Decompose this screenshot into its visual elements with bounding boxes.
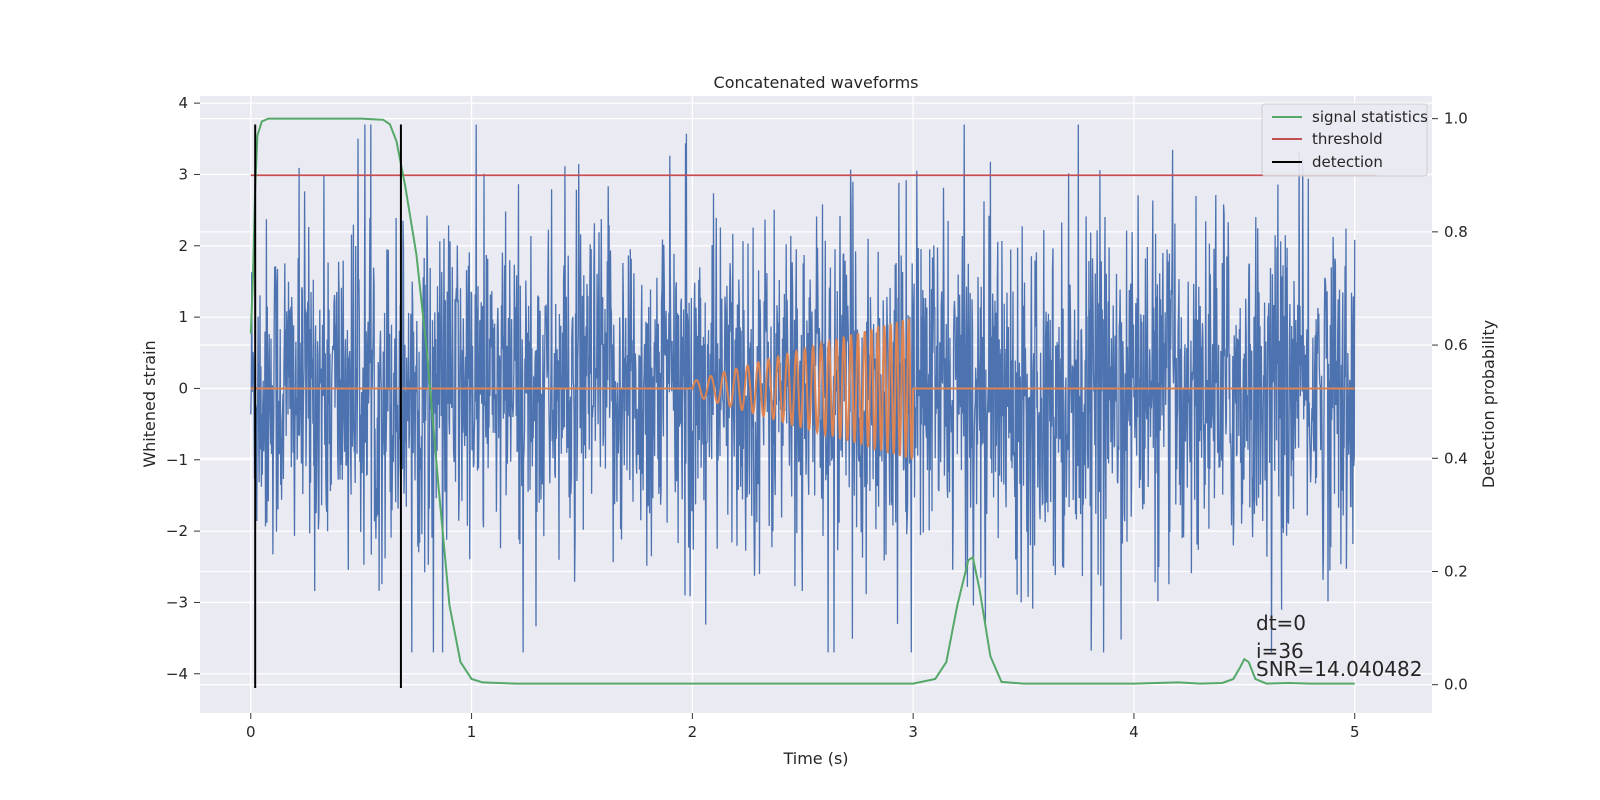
y-tick-label: 3 (178, 165, 188, 183)
y-right-tick-label: 1.0 (1444, 110, 1468, 128)
y-tick-label: 4 (178, 94, 188, 112)
y-tick-label: −1 (166, 451, 188, 469)
annotation-index: i=36 (1256, 639, 1304, 663)
y-tick-label: −2 (166, 522, 188, 540)
x-tick-label: 0 (246, 723, 256, 741)
x-tick-label: 2 (688, 723, 698, 741)
template-series (250, 318, 1355, 460)
y-tick-label: −3 (166, 593, 188, 611)
legend-box (1261, 103, 1428, 177)
legend: signal statistics threshold detection (1261, 103, 1428, 177)
y-right-tick-label: 0.2 (1444, 562, 1468, 580)
legend-label-threshold: threshold (1312, 130, 1383, 148)
tick-labels: 0 1 2 3 4 5 −4 −3 −2 −1 0 1 2 3 4 0.0 0.2 0.4 0.6 0.8 1.0 (166, 94, 1468, 741)
data-layer (249, 117, 1377, 689)
y-tick-label: 2 (178, 237, 188, 255)
y-tick-label: 1 (178, 308, 188, 326)
annotation-snr: SNR=14.040482 (1256, 657, 1422, 681)
y-right-tick-label: 0.4 (1444, 449, 1468, 467)
y-right-tick-label: 0.0 (1444, 676, 1468, 694)
annotations: dt=0 i=36 SNR=14.040482 (1256, 611, 1422, 681)
x-tick-label: 3 (908, 723, 918, 741)
y-axis-label: Whitened strain (140, 340, 159, 467)
y-tick-label: −4 (166, 665, 188, 683)
x-tick-label: 4 (1129, 723, 1139, 741)
y-right-tick-label: 0.6 (1444, 336, 1468, 354)
legend-label-signal-statistics: signal statistics (1312, 108, 1428, 126)
y-right-tick-label: 0.8 (1444, 223, 1468, 241)
x-tick-label: 5 (1350, 723, 1360, 741)
legend-label-detection: detection (1312, 153, 1383, 171)
x-tick-label: 1 (467, 723, 477, 741)
y-axis-right-label: Detection probability (1479, 320, 1498, 488)
y-tick-label: 0 (178, 379, 188, 397)
signal-statistics-line (249, 117, 1355, 685)
annotation-dt: dt=0 (1256, 611, 1306, 635)
x-axis-label: Time (s) (782, 749, 848, 768)
chart-title: Concatenated waveforms (714, 73, 919, 92)
